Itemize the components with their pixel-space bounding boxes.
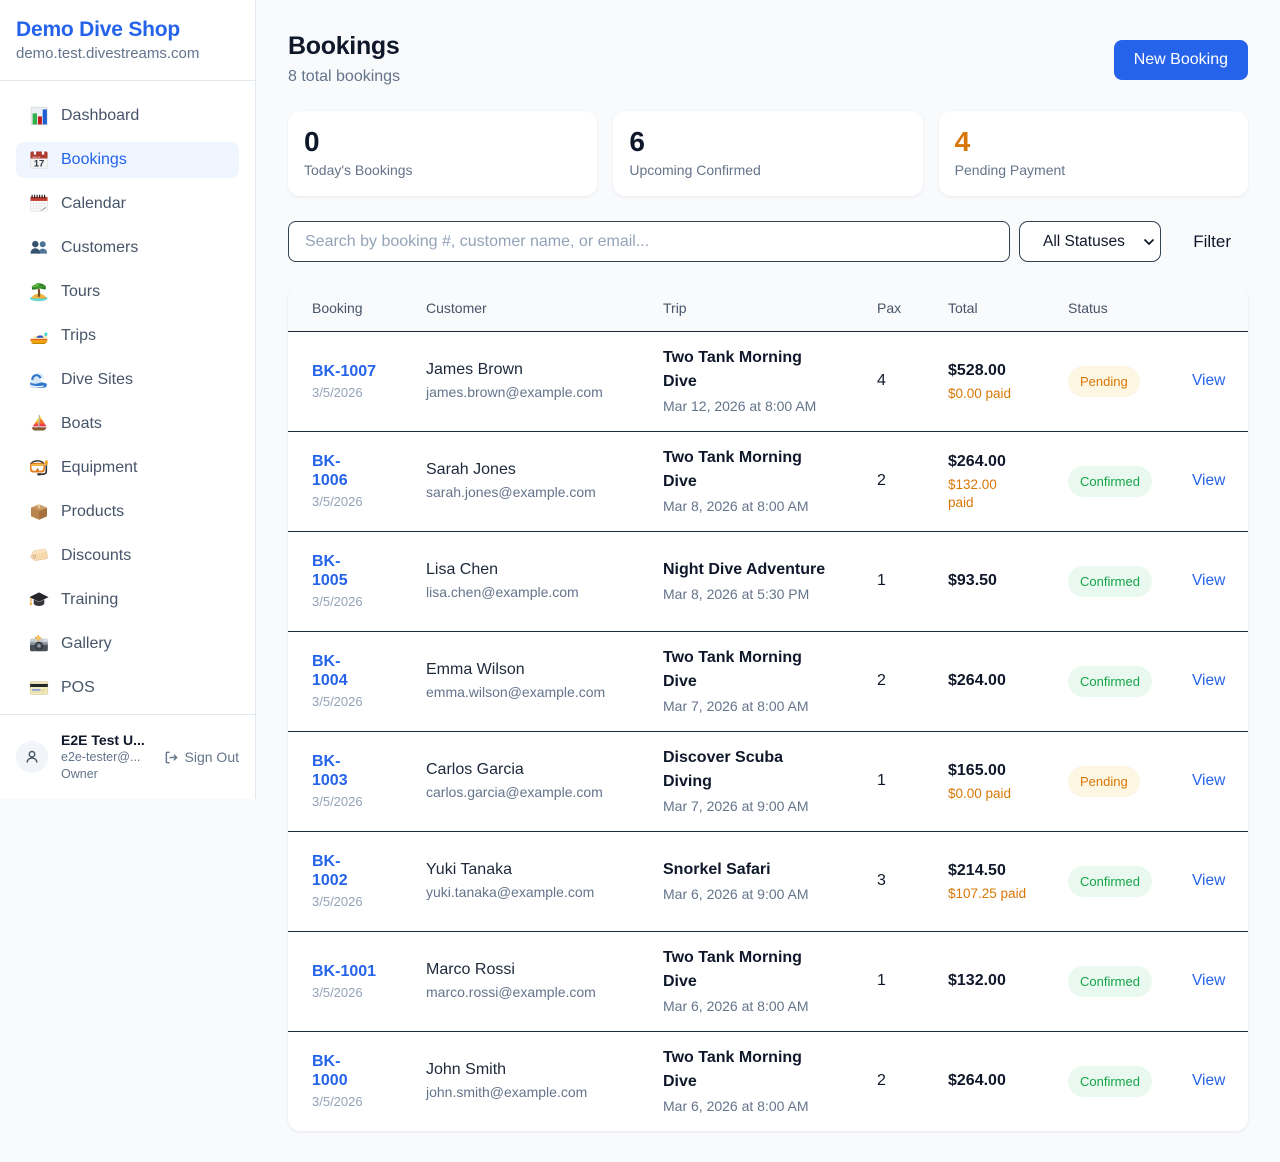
svg-text:17: 17 [34, 158, 45, 169]
